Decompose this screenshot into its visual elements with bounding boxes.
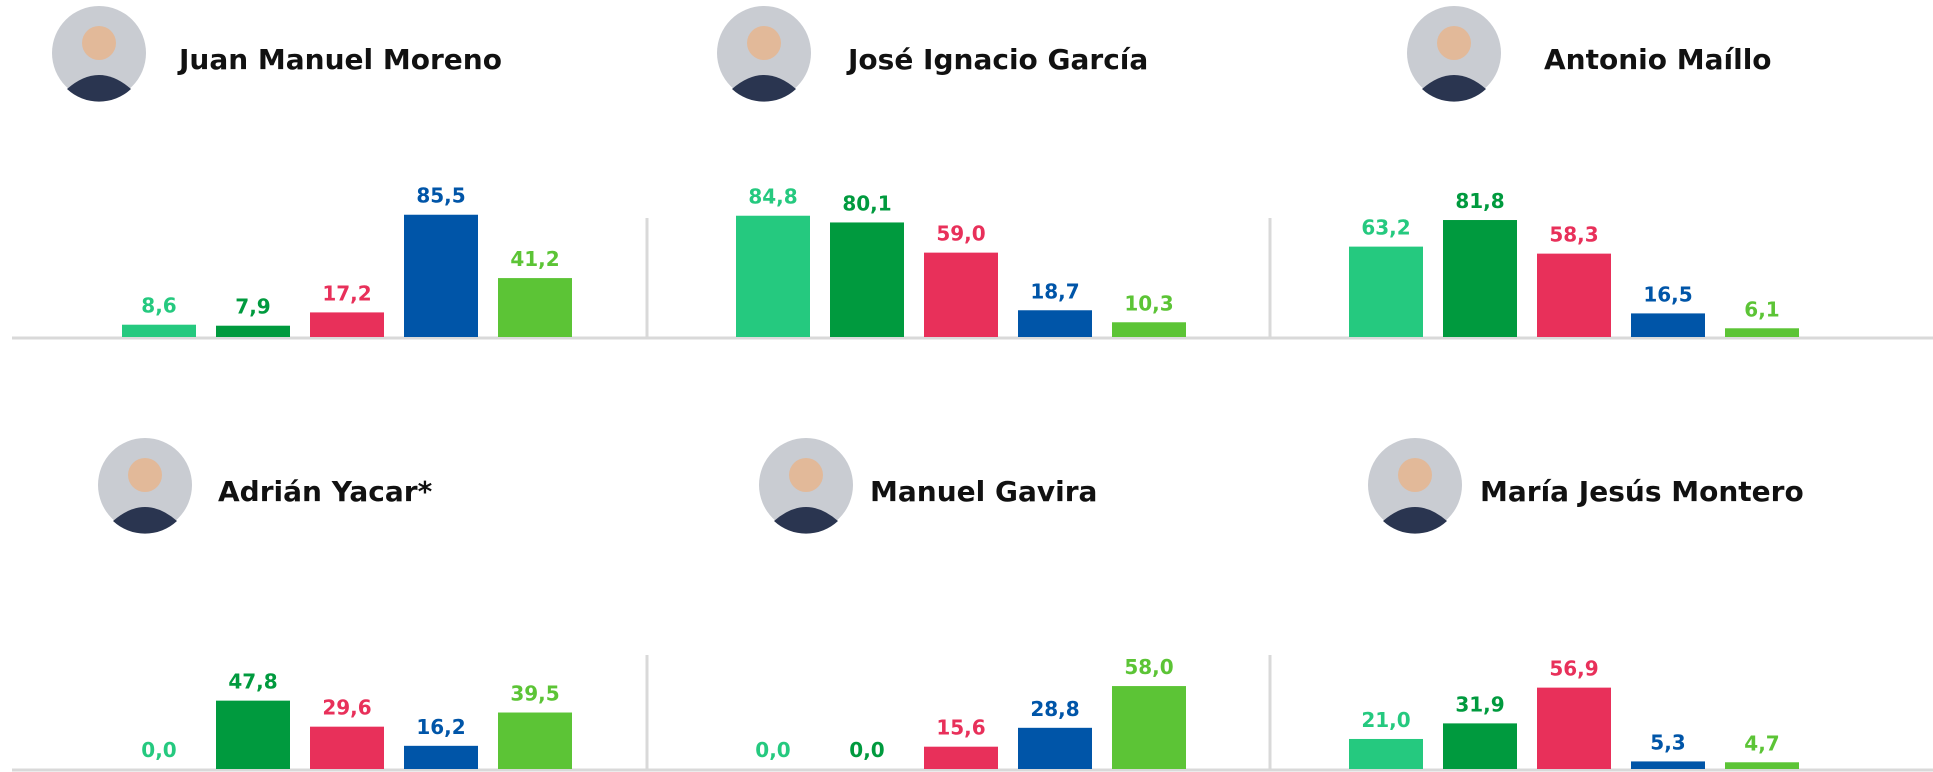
bar xyxy=(1631,313,1705,337)
bar xyxy=(736,216,810,337)
value-label: 7,9 xyxy=(235,295,270,319)
bar xyxy=(122,325,196,337)
value-label: 15,6 xyxy=(936,716,985,740)
bar xyxy=(1725,328,1799,337)
value-label: 5,3 xyxy=(1650,730,1685,754)
bar xyxy=(1537,254,1611,337)
value-label: 16,2 xyxy=(416,715,465,739)
value-label: 8,6 xyxy=(141,294,176,318)
bar xyxy=(1537,688,1611,769)
value-label: 56,9 xyxy=(1549,657,1598,681)
candidate-name: Juan Manuel Moreno xyxy=(177,43,502,76)
photo-head xyxy=(128,458,162,492)
bar xyxy=(1443,220,1517,337)
value-label: 18,7 xyxy=(1030,279,1079,303)
value-label: 47,8 xyxy=(228,670,277,694)
chart-grid: Juan Manuel Moreno 8,6 7,9 17,2 85,5 41,2 José… xyxy=(0,0,1933,772)
value-label: 84,8 xyxy=(748,185,797,209)
value-label: 0,0 xyxy=(849,738,884,762)
bar xyxy=(1349,739,1423,769)
value-label: 28,8 xyxy=(1030,697,1079,721)
value-label: 17,2 xyxy=(322,281,371,305)
bar xyxy=(498,713,572,769)
photo-head xyxy=(1398,458,1432,492)
value-label: 29,6 xyxy=(322,696,371,720)
candidate-name: Antonio Maíllo xyxy=(1544,43,1772,76)
value-label: 58,0 xyxy=(1124,655,1173,679)
value-label: 63,2 xyxy=(1361,216,1410,240)
bar xyxy=(404,215,478,337)
photo-head xyxy=(747,26,781,60)
bar xyxy=(924,747,998,769)
candidate-name: Manuel Gavira xyxy=(870,475,1097,508)
candidate-name: Adrián Yacar* xyxy=(218,475,433,508)
value-label: 58,3 xyxy=(1549,223,1598,247)
value-label: 4,7 xyxy=(1744,731,1779,755)
bar xyxy=(1443,723,1517,769)
value-label: 80,1 xyxy=(842,191,891,215)
bar xyxy=(1631,761,1705,769)
bar xyxy=(924,253,998,337)
value-label: 6,1 xyxy=(1744,297,1779,321)
candidate-name: María Jesús Montero xyxy=(1480,475,1804,508)
bar xyxy=(1018,310,1092,337)
value-label: 0,0 xyxy=(141,738,176,762)
bar xyxy=(830,222,904,337)
photo-head xyxy=(1437,26,1471,60)
bar xyxy=(216,701,290,769)
value-label: 31,9 xyxy=(1455,692,1504,716)
bar xyxy=(216,326,290,337)
value-label: 39,5 xyxy=(510,682,559,706)
bar xyxy=(310,727,384,769)
bar xyxy=(1725,762,1799,769)
bar xyxy=(1018,728,1092,769)
bar xyxy=(1112,322,1186,337)
photo-head xyxy=(82,26,116,60)
bar xyxy=(1112,686,1186,769)
bar xyxy=(1349,247,1423,337)
bar xyxy=(310,312,384,337)
value-label: 81,8 xyxy=(1455,189,1504,213)
value-label: 21,0 xyxy=(1361,708,1410,732)
candidate-name: José Ignacio García xyxy=(846,43,1148,76)
value-label: 10,3 xyxy=(1124,291,1173,315)
value-label: 59,0 xyxy=(936,222,985,246)
value-label: 41,2 xyxy=(510,247,559,271)
bar xyxy=(404,746,478,769)
value-label: 0,0 xyxy=(755,738,790,762)
value-label: 16,5 xyxy=(1643,282,1692,306)
photo-head xyxy=(789,458,823,492)
bar xyxy=(498,278,572,337)
value-label: 85,5 xyxy=(416,184,465,208)
